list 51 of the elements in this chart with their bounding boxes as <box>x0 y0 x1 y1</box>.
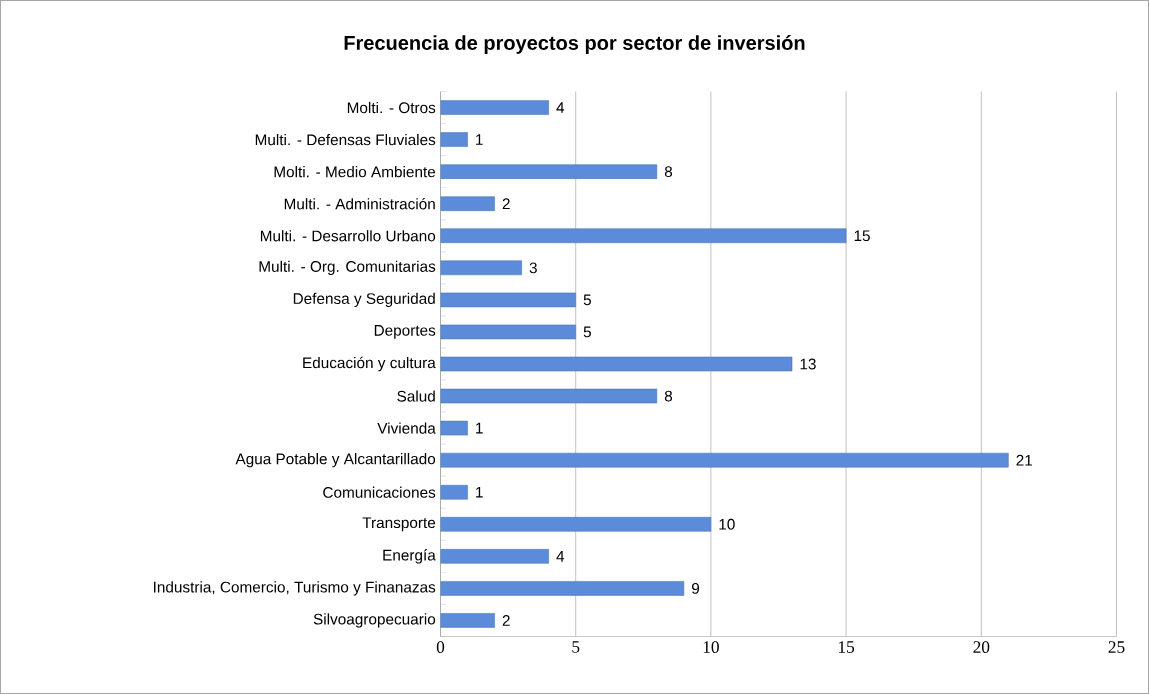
y-tick-label: Industria, Comercio, Turismo y Finanazas <box>154 581 436 596</box>
y-tick-label: Multi. - Administración <box>284 197 435 210</box>
data-label: 10 <box>719 518 735 530</box>
data-label: 8 <box>664 390 673 402</box>
y-tick-label: Deportes <box>374 325 436 339</box>
y-tick-label: Molti. - Medio Ambiente <box>274 166 436 178</box>
y-tick-label: Defensa y Seguridad <box>293 292 435 308</box>
x-tick-label: 20 <box>973 641 990 653</box>
y-tick-label: Multi. - Org. Comunitarias <box>259 260 436 275</box>
bar <box>440 260 522 276</box>
y-tick-label: Agua Potable y Alcantarillado <box>235 453 436 468</box>
y-tick-label: Molti. - Otros <box>347 101 436 114</box>
data-label: 9 <box>691 582 700 594</box>
y-tick-label: Salud <box>397 390 435 402</box>
y-tick-label: Energía <box>383 549 436 564</box>
chart-title: Frecuencia de proyectos por sector de inversión <box>344 35 805 54</box>
bar <box>440 452 1009 468</box>
bar <box>440 100 549 115</box>
bar <box>440 517 712 532</box>
y-tick-label: Comunicaciones <box>323 486 436 498</box>
data-label: 1 <box>476 486 483 498</box>
y-tick-label: Vivienda <box>377 422 436 434</box>
data-label: 5 <box>583 294 591 306</box>
x-tick-label: 25 <box>1108 641 1125 653</box>
x-tick-label: 10 <box>703 641 719 653</box>
data-label: 15 <box>854 230 870 242</box>
data-label: 8 <box>664 166 673 178</box>
data-label: 4 <box>556 551 565 562</box>
x-tick-label: 15 <box>838 641 855 653</box>
bar <box>440 164 658 179</box>
data-label: 1 <box>476 422 483 434</box>
y-tick-label: Silvoagropecuario <box>313 613 436 628</box>
y-tick-label: Multi. - Desarrollo Urbano <box>260 230 436 242</box>
bar <box>440 549 549 564</box>
bar <box>440 581 685 596</box>
bar <box>440 228 847 244</box>
y-tick-label: Multi. - Defensas Fluviales <box>255 133 436 146</box>
data-label: 13 <box>800 358 816 370</box>
bar <box>440 196 495 211</box>
data-label: 21 <box>1016 454 1033 466</box>
data-label: 4 <box>556 102 565 113</box>
data-label: 2 <box>502 198 510 210</box>
x-tick-label: 0 <box>436 641 445 653</box>
data-label: 2 <box>502 615 510 626</box>
data-label: 5 <box>583 326 591 338</box>
y-tick-label: Educación y cultura <box>303 356 436 372</box>
y-tick-label: Transporte <box>362 517 436 532</box>
x-tick-label: 5 <box>572 641 580 653</box>
data-label: 1 <box>476 134 483 145</box>
bar <box>440 613 495 628</box>
data-label: 3 <box>529 262 537 274</box>
